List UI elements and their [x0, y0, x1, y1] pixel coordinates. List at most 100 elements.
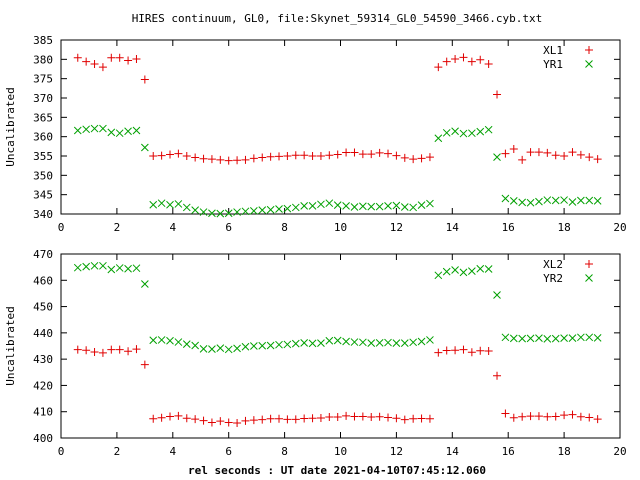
data-point [107, 345, 116, 354]
data-point [291, 415, 300, 424]
chart-title: HIRES continuum, GL0, file:Skynet_59314_… [132, 12, 543, 25]
data-point [233, 344, 241, 353]
data-point [476, 346, 485, 355]
data-point [568, 198, 577, 206]
data-point [526, 334, 535, 343]
data-point [224, 156, 233, 165]
data-point [425, 414, 434, 423]
x-tick-label: 12 [390, 221, 403, 234]
data-point [166, 200, 174, 209]
data-point [333, 336, 342, 345]
data-point [426, 199, 434, 208]
data-point [585, 153, 594, 162]
x-tick-label: 0 [58, 445, 65, 458]
data-point [468, 267, 476, 275]
data-point [132, 126, 141, 135]
series-YR2 [73, 261, 602, 354]
data-point [308, 152, 317, 160]
data-point [266, 152, 275, 161]
data-point [90, 124, 99, 133]
data-point [124, 127, 132, 136]
x-tick-label: 6 [225, 221, 232, 234]
data-point [417, 414, 426, 423]
y-tick-label: 470 [33, 248, 53, 261]
data-point [283, 415, 292, 424]
data-point [367, 150, 376, 159]
data-point [493, 291, 501, 299]
data-point [266, 341, 275, 350]
data-point [543, 335, 552, 343]
data-point [82, 57, 91, 66]
data-point [98, 348, 107, 357]
x-tick-label: 4 [169, 221, 176, 234]
data-point [342, 411, 351, 420]
legend-marker [585, 60, 593, 68]
data-point [207, 155, 216, 164]
data-point [157, 336, 166, 344]
data-point [224, 209, 233, 218]
data-point [90, 348, 99, 357]
data-point [367, 412, 376, 421]
data-point [409, 338, 418, 347]
data-point [568, 148, 577, 157]
data-point [149, 200, 158, 209]
data-point [484, 346, 493, 355]
x-tick-label: 8 [281, 445, 288, 458]
data-point [124, 347, 133, 356]
data-point [358, 412, 367, 421]
data-point [291, 151, 300, 160]
data-point [375, 412, 384, 421]
data-point [333, 412, 342, 421]
data-point [367, 202, 376, 211]
data-point [166, 150, 175, 159]
data-point [73, 53, 82, 62]
data-point [250, 342, 258, 350]
data-point [182, 340, 191, 349]
data-point [325, 199, 334, 208]
data-point [509, 145, 518, 154]
legend-marker [585, 274, 593, 282]
data-point [233, 419, 242, 428]
data-point [266, 414, 275, 423]
data-point [317, 339, 325, 347]
data-point [493, 90, 502, 99]
data-point [375, 148, 384, 157]
data-point [526, 412, 535, 421]
data-point [451, 127, 459, 136]
y-tick-label: 385 [33, 34, 53, 47]
y-tick-label: 400 [33, 432, 53, 445]
data-point [233, 156, 242, 165]
x-tick-label: 2 [114, 221, 121, 234]
data-point [484, 125, 493, 134]
data-point [132, 54, 141, 63]
data-point [99, 124, 107, 133]
data-point [493, 153, 501, 162]
data-point [518, 412, 527, 421]
x-tick-label: 14 [446, 221, 460, 234]
data-point [501, 333, 510, 342]
data-point [333, 150, 342, 159]
data-point [300, 202, 309, 210]
x-tick-label: 10 [334, 445, 347, 458]
data-point [476, 127, 485, 136]
data-point [157, 151, 166, 160]
data-point [82, 125, 91, 134]
bottom-panel: 0 2 4 6 8 10 12 14 16 18 20 400 410 420 430 440 450 460 47… [4, 248, 627, 458]
data-point [149, 152, 158, 160]
data-point [350, 338, 359, 346]
data-point [124, 56, 133, 65]
data-point [535, 197, 543, 206]
data-point [224, 345, 233, 354]
data-point [526, 148, 535, 157]
data-point [551, 412, 560, 421]
x-tick-label: 0 [58, 221, 65, 234]
data-point [400, 339, 409, 347]
x-tick-label: 14 [446, 445, 460, 458]
data-point [342, 202, 350, 210]
data-point [241, 155, 250, 164]
data-point [90, 59, 99, 68]
data-point [249, 416, 258, 425]
data-point [593, 155, 602, 164]
data-point [174, 200, 183, 208]
